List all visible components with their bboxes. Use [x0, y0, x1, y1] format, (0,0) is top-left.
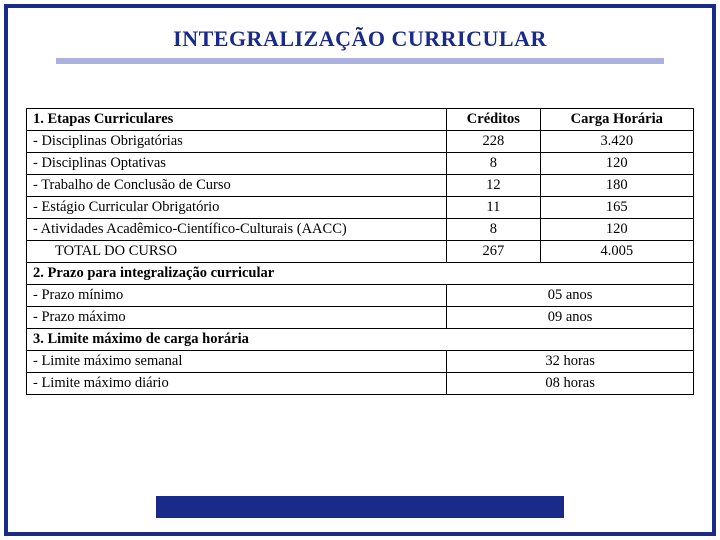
cell-creditos: 8: [447, 153, 540, 175]
table-row: - Trabalho de Conclusão de Curso 12 180: [27, 175, 694, 197]
title-block: INTEGRALIZAÇÃO CURRICULAR: [26, 20, 694, 74]
cell-creditos: 8: [447, 219, 540, 241]
bottom-decor-bar-fill: [156, 496, 564, 518]
header-carga: Carga Horária: [540, 109, 693, 131]
cell-carga: 120: [540, 153, 693, 175]
cell-label: - Trabalho de Conclusão de Curso: [27, 175, 447, 197]
table-section-header: 2. Prazo para integralização curricular: [27, 263, 694, 285]
cell-carga: 3.420: [540, 131, 693, 153]
table-row: - Disciplinas Optativas 8 120: [27, 153, 694, 175]
cell-label: - Prazo máximo: [27, 307, 447, 329]
curriculum-table: 1. Etapas Curriculares Créditos Carga Ho…: [26, 108, 694, 395]
table-total-row: TOTAL DO CURSO 267 4.005: [27, 241, 694, 263]
table-row: - Prazo mínimo 05 anos: [27, 285, 694, 307]
cell-label: - Disciplinas Optativas: [27, 153, 447, 175]
cell-value: 08 horas: [447, 373, 694, 395]
table-row: - Disciplinas Obrigatórias 228 3.420: [27, 131, 694, 153]
cell-label: - Limite máximo diário: [27, 373, 447, 395]
cell-label: - Limite máximo semanal: [27, 351, 447, 373]
table-row: - Atividades Acadêmico-Científico-Cultur…: [27, 219, 694, 241]
curriculum-table-wrap: 1. Etapas Curriculares Créditos Carga Ho…: [26, 108, 694, 395]
cell-label: - Prazo mínimo: [27, 285, 447, 307]
table-row: - Prazo máximo 09 anos: [27, 307, 694, 329]
cell-total-carga: 4.005: [540, 241, 693, 263]
cell-carga: 180: [540, 175, 693, 197]
table-section-header: 3. Limite máximo de carga horária: [27, 329, 694, 351]
cell-creditos: 11: [447, 197, 540, 219]
section3-header: 3. Limite máximo de carga horária: [27, 329, 694, 351]
slide-frame: INTEGRALIZAÇÃO CURRICULAR 1. Etapas Curr…: [4, 4, 716, 536]
bottom-decor-bar: [8, 496, 712, 518]
table-row: - Limite máximo diário 08 horas: [27, 373, 694, 395]
page-title: INTEGRALIZAÇÃO CURRICULAR: [26, 26, 694, 52]
cell-total-creditos: 267: [447, 241, 540, 263]
cell-label: - Disciplinas Obrigatórias: [27, 131, 447, 153]
cell-value: 32 horas: [447, 351, 694, 373]
cell-total-label: TOTAL DO CURSO: [27, 241, 447, 263]
cell-value: 09 anos: [447, 307, 694, 329]
cell-creditos: 12: [447, 175, 540, 197]
table-row: - Estágio Curricular Obrigatório 11 165: [27, 197, 694, 219]
header-creditos: Créditos: [447, 109, 540, 131]
title-underline: [56, 58, 664, 64]
table-row: - Limite máximo semanal 32 horas: [27, 351, 694, 373]
cell-label: - Atividades Acadêmico-Científico-Cultur…: [27, 219, 447, 241]
cell-value: 05 anos: [447, 285, 694, 307]
cell-carga: 120: [540, 219, 693, 241]
table-header-row: 1. Etapas Curriculares Créditos Carga Ho…: [27, 109, 694, 131]
cell-creditos: 228: [447, 131, 540, 153]
cell-carga: 165: [540, 197, 693, 219]
cell-label: - Estágio Curricular Obrigatório: [27, 197, 447, 219]
section2-header: 2. Prazo para integralização curricular: [27, 263, 694, 285]
header-etapas: 1. Etapas Curriculares: [27, 109, 447, 131]
